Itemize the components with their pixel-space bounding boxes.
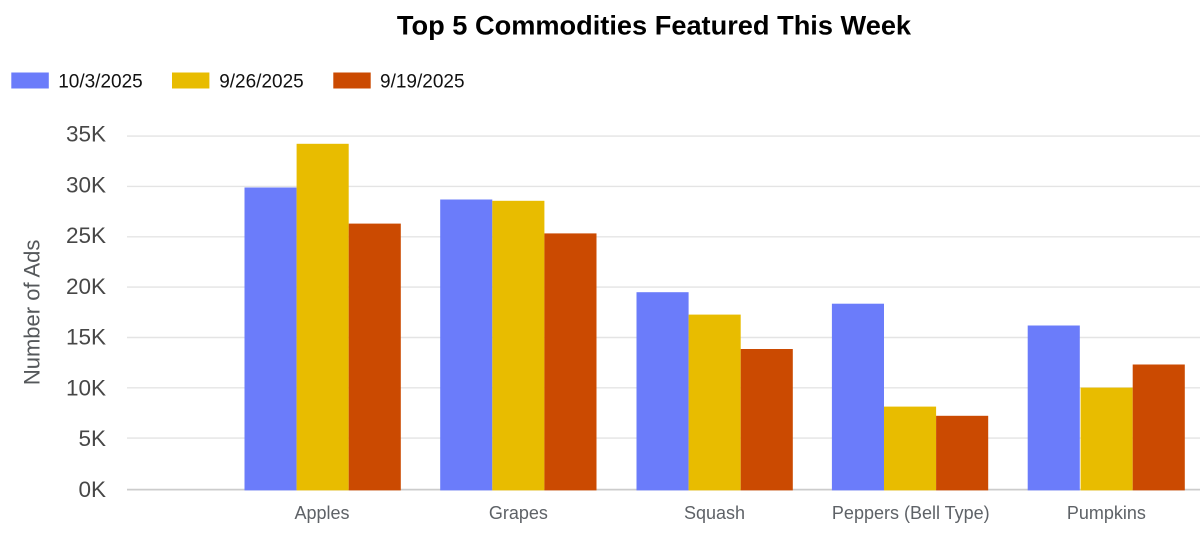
svg-text:Pumpkins: Pumpkins <box>1067 503 1146 523</box>
svg-text:25K: 25K <box>66 223 106 248</box>
svg-text:9/19/2025: 9/19/2025 <box>380 71 465 92</box>
svg-text:10/3/2025: 10/3/2025 <box>58 71 143 92</box>
svg-text:35K: 35K <box>66 122 106 147</box>
svg-text:Number of Ads: Number of Ads <box>20 240 45 386</box>
svg-text:0K: 0K <box>78 477 106 502</box>
svg-text:20K: 20K <box>66 274 106 299</box>
svg-text:9/26/2025: 9/26/2025 <box>219 71 304 92</box>
svg-text:Top 5 Commodities Featured Thi: Top 5 Commodities Featured This Week <box>397 10 912 41</box>
svg-text:5K: 5K <box>78 426 106 451</box>
svg-text:15K: 15K <box>66 325 106 350</box>
svg-text:30K: 30K <box>66 172 106 197</box>
svg-text:Grapes: Grapes <box>489 503 548 523</box>
svg-text:Squash: Squash <box>684 503 745 523</box>
svg-text:Apples: Apples <box>294 503 349 523</box>
svg-text:10K: 10K <box>66 376 106 401</box>
svg-text:Peppers (Bell Type): Peppers (Bell Type) <box>832 503 990 523</box>
